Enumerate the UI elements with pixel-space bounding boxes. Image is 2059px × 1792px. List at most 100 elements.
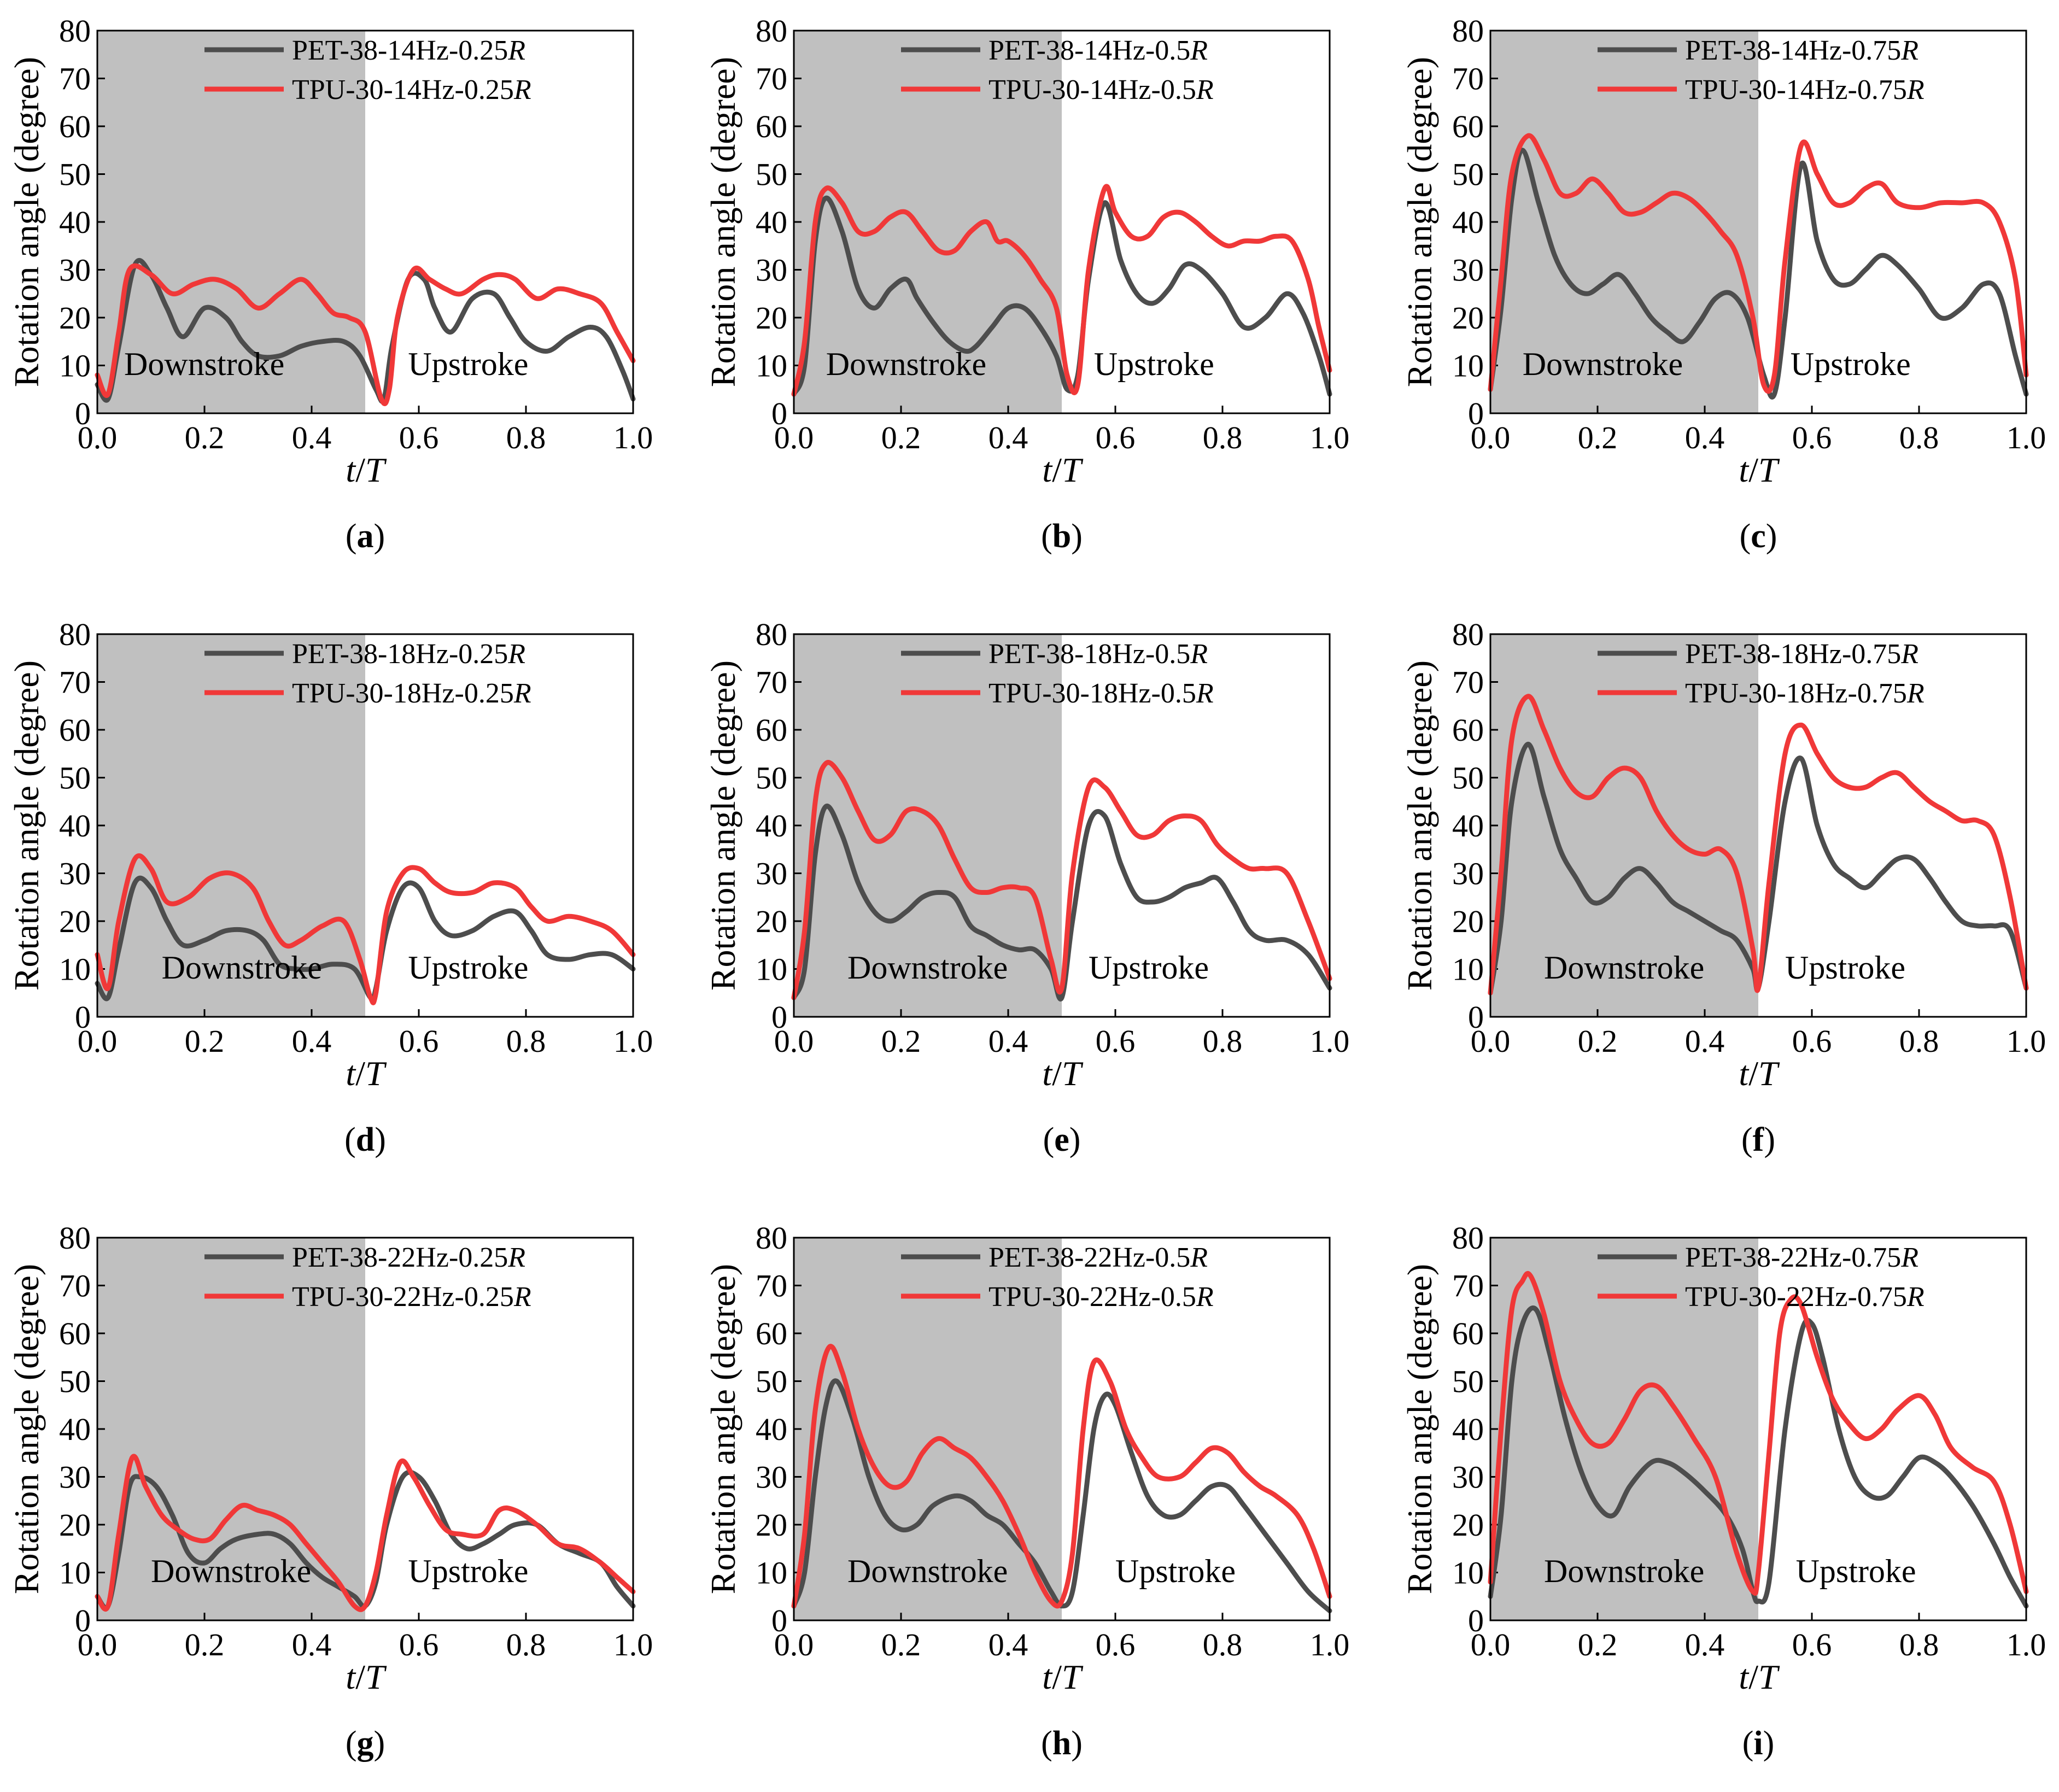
y-tick-label: 40 <box>1452 204 1484 240</box>
x-tick-label: 0.4 <box>1685 1023 1725 1059</box>
x-axis-title-sep: / <box>1748 1658 1758 1696</box>
chart-panel-c: 0 10 20 30 40 50 60 70 80 0.0 0.2 0.4 0.6 0.8 1.0 PET-3… <box>1400 13 2046 555</box>
y-tick-label: 70 <box>59 665 91 700</box>
y-tick-label: 30 <box>756 856 787 892</box>
y-tick-label: 60 <box>756 712 787 748</box>
y-tick-label: 60 <box>59 109 91 144</box>
plot-frame <box>1489 1237 2027 1621</box>
x-tick-label: 0.6 <box>1096 1627 1136 1662</box>
legend-entry-r: R <box>1906 74 1925 106</box>
legend-entry-main: TPU-30-22Hz-0.75 <box>1685 1281 1907 1313</box>
plot-frame <box>1489 633 2027 1018</box>
plot-frame <box>96 30 634 414</box>
x-tick-label: 1.0 <box>613 1023 653 1059</box>
panel-label: (i) <box>1742 1725 1775 1762</box>
y-tick-label: 60 <box>59 1316 91 1351</box>
panel-label-close: ) <box>1764 1121 1775 1158</box>
legend-entry: TPU-30-14Hz-0.5R <box>988 74 1214 106</box>
y-tick-label: 50 <box>756 760 787 796</box>
series-line-pet <box>95 875 636 1002</box>
x-axis-title-T: T <box>1062 450 1084 489</box>
y-tick-label: 10 <box>1452 1555 1484 1591</box>
legend-entry-main: PET-38-18Hz-0.25 <box>292 639 508 670</box>
panel-label-letter: i <box>1753 1725 1763 1762</box>
panel-label-letter: d <box>356 1121 375 1158</box>
legend-entry: TPU-30-22Hz-0.75R <box>1685 1281 1925 1313</box>
panel-label-close: ) <box>1763 1725 1775 1762</box>
x-tick-label: 0.4 <box>988 1627 1028 1662</box>
legend-entry-r: R <box>1190 639 1208 670</box>
panel-label: (a) <box>346 518 385 555</box>
y-tick-label: 70 <box>756 61 787 97</box>
panel-label-letter: b <box>1052 518 1071 555</box>
x-axis-title-sep: / <box>1052 1658 1062 1696</box>
plot-frame <box>793 1237 1331 1621</box>
legend-entry: PET-38-22Hz-0.25R <box>292 1242 525 1273</box>
legend-entry-r: R <box>1906 678 1925 709</box>
x-tick-label: 0.0 <box>78 1627 118 1662</box>
panel-label-close: ) <box>1069 1121 1081 1158</box>
x-tick-label: 0.4 <box>292 1627 332 1662</box>
y-tick-label: 40 <box>1452 1412 1484 1447</box>
legend-entry-r: R <box>513 74 531 106</box>
legend-entry: PET-38-22Hz-0.5R <box>988 1242 1208 1273</box>
legend-entry-main: TPU-30-22Hz-0.5 <box>988 1281 1196 1313</box>
legend-entry-r: R <box>1900 639 1918 670</box>
chart-panel-h: 0 10 20 30 40 50 60 70 80 0.0 0.2 0.4 0.6 0.8 1.0 PET-3… <box>704 1220 1349 1762</box>
y-tick-label: 30 <box>59 1460 91 1495</box>
panel-label-letter: a <box>357 518 374 555</box>
y-tick-label: 50 <box>1452 1364 1484 1399</box>
y-tick-label: 10 <box>59 348 91 384</box>
y-tick-label: 20 <box>59 1507 91 1543</box>
y-axis-title: Rotation angle (degree) <box>704 57 742 387</box>
legend-entry-main: TPU-30-14Hz-0.5 <box>988 74 1196 106</box>
x-tick-label: 1.0 <box>613 1627 653 1662</box>
upstroke-label: Upstroke <box>1089 950 1209 986</box>
x-axis-title: t/T <box>1739 1054 1780 1093</box>
x-axis-title: t/T <box>1042 450 1084 489</box>
series-line-tpu <box>1488 133 2029 394</box>
legend-entry-main: TPU-30-18Hz-0.25 <box>292 678 514 709</box>
downstroke-label: Downstroke <box>826 346 986 382</box>
y-tick-label: 80 <box>1452 617 1484 652</box>
x-tick-label: 0.8 <box>506 1627 546 1662</box>
legend-entry: TPU-30-18Hz-0.75R <box>1685 678 1925 709</box>
y-tick-label: 10 <box>59 1555 91 1591</box>
y-tick-label: 80 <box>59 1220 91 1256</box>
x-tick-label: 0.0 <box>1471 1023 1511 1059</box>
legend-entry: PET-38-18Hz-0.5R <box>988 639 1208 670</box>
downstroke-shade <box>794 1238 1062 1620</box>
y-tick-label: 60 <box>756 1316 787 1351</box>
series-line-tpu <box>791 1344 1332 1609</box>
legend-entry-main: PET-38-22Hz-0.5 <box>988 1242 1190 1273</box>
y-tick-label: 50 <box>1452 157 1484 192</box>
downstroke-shade <box>97 1238 365 1620</box>
legend-entry: TPU-30-22Hz-0.5R <box>988 1281 1214 1313</box>
chart-panel-i: 0 10 20 30 40 50 60 70 80 0.0 0.2 0.4 0.6 0.8 1.0 PET-3… <box>1400 1220 2046 1762</box>
x-tick-label: 0.0 <box>78 420 118 455</box>
y-tick-label: 70 <box>756 665 787 700</box>
x-tick-label: 0.0 <box>774 420 814 455</box>
x-tick-label: 0.2 <box>185 1023 225 1059</box>
x-tick-label: 0.8 <box>1203 1627 1243 1662</box>
x-axis-title-T: T <box>1758 450 1780 489</box>
y-tick-label: 20 <box>1452 1507 1484 1543</box>
panel-label-open: ( <box>1742 1725 1754 1762</box>
legend-entry: PET-38-14Hz-0.5R <box>988 35 1208 66</box>
panel-label-letter: g <box>357 1725 374 1762</box>
y-axis-title: Rotation angle (degree) <box>704 1264 742 1594</box>
panel-label-close: ) <box>374 518 385 555</box>
x-tick-label: 0.8 <box>1899 1627 1939 1662</box>
x-axis-title-t: t <box>1739 1658 1750 1696</box>
y-tick-label: 70 <box>1452 1268 1484 1304</box>
x-axis-title-t: t <box>1042 450 1053 489</box>
panel-label-open: ( <box>1740 518 1751 555</box>
panel-label: (f) <box>1741 1121 1775 1158</box>
y-tick-label: 60 <box>756 109 787 144</box>
x-axis-title-T: T <box>365 1658 387 1696</box>
y-tick-label: 20 <box>59 904 91 939</box>
y-tick-label: 80 <box>1452 1220 1484 1256</box>
legend-entry: PET-38-14Hz-0.25R <box>292 35 525 66</box>
y-tick-label: 20 <box>756 904 787 939</box>
